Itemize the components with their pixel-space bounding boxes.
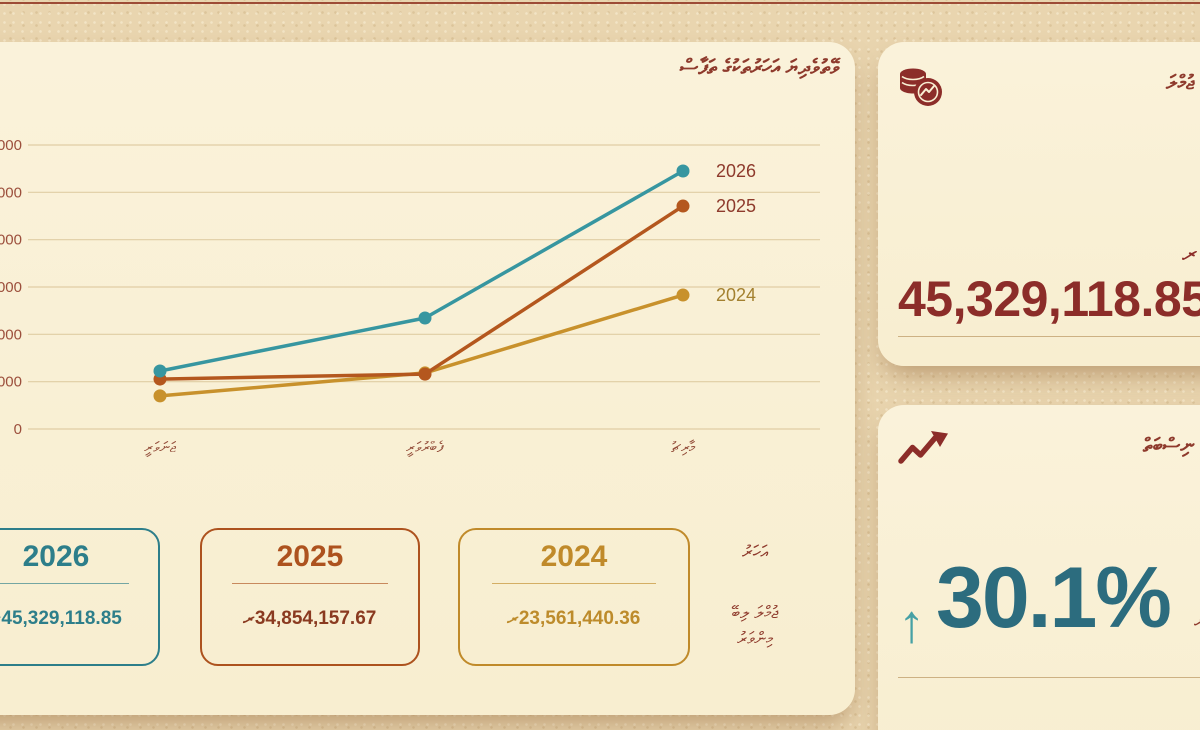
growth-percentage: 30.1% xyxy=(936,550,1172,646)
side-label-total: ޖުމްލަ ލިބޭ މިންވަރު xyxy=(680,600,830,652)
svg-text:2026: 2026 xyxy=(716,161,756,181)
side-label-total-line2: މިންވަރު xyxy=(737,629,773,648)
side-label-total-line1: ޖުމްލަ ލިބޭ xyxy=(731,603,779,622)
year-box-2026[interactable]: 2026 ރ45,329,118.85 xyxy=(0,528,160,666)
top-accent-line xyxy=(0,2,1200,4)
svg-text:0: 0 xyxy=(14,421,22,438)
chart-card: ވޭތުވެދިޔަ އަހަރުތަކުގެ ތަފާސް 0 10,000,0… xyxy=(0,42,855,715)
growth-card-title: ނިސްބަތް xyxy=(1142,435,1194,457)
svg-text:2024: 2024 xyxy=(716,285,756,305)
year-box-value: ރ23,561,440.36 xyxy=(460,608,688,630)
year-box-divider xyxy=(0,583,130,584)
year-box-value: ރ34,854,157.67 xyxy=(202,608,418,630)
year-box-amount: 34,854,157.67 xyxy=(254,608,377,629)
svg-text:މާރިޗު: މާރިޗު xyxy=(671,439,696,456)
line-chart[interactable]: 0 10,000,000 20,000,000 30,000,000 40,000,00… xyxy=(0,100,855,520)
total-stat-card: ޖުމްލަ ރ 45,329,118.85 xyxy=(878,42,1200,366)
year-box-year: 2024 xyxy=(540,540,608,573)
growth-stat-card: ނިސްބަތް ↑ 30.1% ރ xyxy=(878,405,1200,730)
svg-text:ޖަނަވަރީ: ޖަނަވަރީ xyxy=(144,439,177,456)
svg-text:30,000,000: 30,000,000 xyxy=(0,279,22,296)
coins-icon xyxy=(898,66,944,113)
currency-symbol: ރ xyxy=(1182,238,1198,268)
svg-text:ފެބްރުވަރީ: ފެބްރުވަރީ xyxy=(406,439,445,456)
svg-text:2025: 2025 xyxy=(716,196,756,216)
year-box-year: 2025 xyxy=(276,540,344,573)
total-card-title: ޖުމްލަ xyxy=(1166,72,1195,94)
svg-text:60,000,000: 60,000,000 xyxy=(0,137,22,154)
currency-symbol: ރ xyxy=(241,609,256,628)
year-box-year: 2026 xyxy=(22,540,90,573)
svg-text:10,000,000: 10,000,000 xyxy=(0,374,22,391)
svg-text:40,000,000: 40,000,000 xyxy=(0,232,22,249)
card-divider xyxy=(898,336,1200,337)
currency-symbol: ރ xyxy=(505,609,520,628)
year-box-divider xyxy=(491,583,657,584)
year-box-amount: 45,329,118.85 xyxy=(1,608,122,629)
edge-text-fragment: ރ xyxy=(1194,607,1200,633)
year-box-2025[interactable]: 2025 ރ34,854,157.67 xyxy=(200,528,420,666)
year-box-value: ރ45,329,118.85 xyxy=(0,608,158,630)
total-amount: 45,329,118.85 xyxy=(898,271,1200,327)
year-box-amount: 23,561,440.36 xyxy=(518,608,641,629)
chart-title: ވޭތުވެދިޔަ އަހަރުތަކުގެ ތަފާސް xyxy=(679,56,839,79)
side-label-year: އަހަރު xyxy=(742,542,768,562)
year-summary-row: 2026 ރ45,329,118.85 2025 ރ34,854,157.67 … xyxy=(0,528,855,688)
svg-text:50,000,000: 50,000,000 xyxy=(0,184,22,201)
year-box-divider xyxy=(232,583,388,584)
trend-up-icon xyxy=(898,429,950,472)
year-box-2024[interactable]: 2024 ރ23,561,440.36 xyxy=(458,528,690,666)
card-divider xyxy=(898,677,1200,678)
svg-text:20,000,000: 20,000,000 xyxy=(0,326,22,343)
up-arrow-icon: ↑ xyxy=(898,594,925,654)
